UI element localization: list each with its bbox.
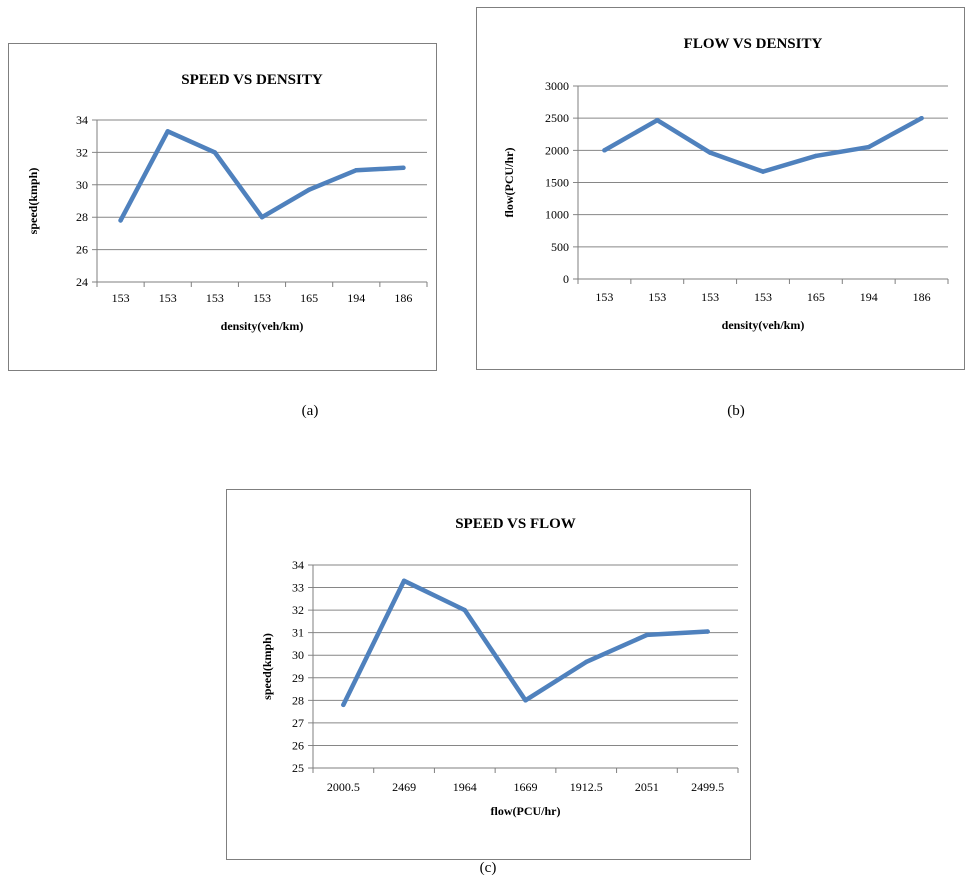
- x-tick-label: 194: [860, 290, 878, 304]
- data-point: [584, 659, 589, 665]
- y-tick-label: 1000: [545, 208, 569, 222]
- data-point: [306, 187, 312, 192]
- x-tick-label: 2499.5: [691, 780, 724, 794]
- data-point: [462, 607, 467, 613]
- y-axis-label: speed(kmph): [26, 168, 40, 235]
- x-tick-label: 153: [754, 290, 772, 304]
- data-point: [523, 698, 528, 703]
- data-point: [118, 218, 123, 223]
- x-tick-label: 153: [595, 290, 613, 304]
- x-tick-label: 153: [206, 291, 224, 305]
- x-axis-label: density(veh/km): [221, 319, 304, 333]
- x-tick-label: 1912.5: [570, 780, 603, 794]
- x-tick-label: 186: [913, 290, 931, 304]
- data-point: [655, 117, 660, 123]
- x-axis-label: density(veh/km): [722, 318, 805, 332]
- x-tick-label: 186: [394, 291, 412, 305]
- x-tick-label: 153: [701, 290, 719, 304]
- y-tick-label: 2000: [545, 143, 569, 157]
- caption-a: (a): [301, 403, 319, 419]
- data-point: [919, 115, 924, 121]
- y-tick-label: 28: [292, 693, 304, 707]
- x-tick-label: 2469: [392, 780, 416, 794]
- data-point: [401, 578, 407, 583]
- series-line: [118, 129, 406, 223]
- caption-c: (c): [479, 860, 497, 876]
- y-tick-label: 24: [76, 275, 88, 289]
- y-tick-label: 26: [292, 738, 304, 752]
- y-tick-label: 500: [551, 240, 569, 254]
- chart-speed-vs-density: SPEED VS DENSITY 24 26 28 30 32 34 153 153 153 153…: [8, 43, 437, 371]
- x-tick-label: 153: [253, 291, 271, 305]
- data-point: [707, 150, 713, 155]
- y-tick-label: 25: [292, 761, 304, 775]
- chart-speed-vs-flow-svg: SPEED VS FLOW 25 26 27 28 29 30 31 32 33 34 2000.5 2…: [260, 516, 739, 818]
- chart-title: SPEED VS DENSITY: [181, 72, 323, 88]
- chart-speed-vs-flow: SPEED VS FLOW 25 26 27 28 29 30 31 32 33 34 2000.5 2…: [226, 489, 751, 860]
- chart-title: SPEED VS FLOW: [455, 516, 576, 532]
- y-tick-label: 27: [292, 716, 304, 730]
- series-line: [341, 578, 710, 708]
- y-tick-label: 33: [292, 581, 304, 595]
- data-point: [354, 168, 359, 173]
- x-tick-label: 153: [112, 291, 130, 305]
- x-axis-label: flow(PCU/hr): [491, 804, 561, 818]
- y-tick-label: 32: [76, 145, 88, 159]
- x-tick-label: 1669: [514, 780, 538, 794]
- data-point: [401, 165, 406, 170]
- x-tick-label: 153: [648, 290, 666, 304]
- chart-speed-vs-density-svg: SPEED VS DENSITY 24 26 28 30 32 34 153 153 153 153…: [26, 72, 428, 333]
- x-tick-label: 2000.5: [327, 780, 360, 794]
- y-tick-label: 26: [76, 243, 88, 257]
- data-point: [602, 148, 607, 153]
- y-tick-label: 32: [292, 603, 304, 617]
- caption-b: (b): [727, 403, 745, 419]
- y-tick-label: 31: [292, 626, 304, 640]
- x-tick-label: 194: [347, 291, 365, 305]
- chart-flow-vs-density: FLOW VS DENSITY 0 500 1000 1500 2000 2500 3000 1…: [476, 7, 965, 370]
- y-tick-label: 1500: [545, 176, 569, 190]
- x-tick-label: 165: [300, 291, 318, 305]
- y-tick-label: 30: [76, 178, 88, 192]
- y-tick-label: 30: [292, 648, 304, 662]
- y-axis-label: flow(PCU/hr): [502, 148, 516, 218]
- y-tick-label: 0: [563, 272, 569, 286]
- data-point: [165, 129, 170, 134]
- data-point: [705, 629, 710, 634]
- y-tick-label: 3000: [545, 79, 569, 93]
- x-tick-label: 153: [159, 291, 177, 305]
- y-tick-label: 2500: [545, 111, 569, 125]
- data-point: [866, 144, 871, 150]
- y-tick-label: 34: [292, 558, 304, 572]
- series-line: [602, 115, 924, 174]
- x-tick-label: 165: [807, 290, 825, 304]
- data-point: [259, 215, 265, 220]
- y-axis-label: speed(kmph): [260, 633, 274, 700]
- y-tick-label: 29: [292, 671, 304, 685]
- x-tick-label: 2051: [635, 780, 659, 794]
- chart-flow-vs-density-svg: FLOW VS DENSITY 0 500 1000 1500 2000 2500 3000 1…: [502, 36, 949, 332]
- data-point: [644, 632, 650, 638]
- data-point: [760, 169, 766, 174]
- chart-title: FLOW VS DENSITY: [684, 36, 823, 52]
- x-tick-label: 1964: [453, 780, 477, 794]
- data-point: [813, 153, 819, 159]
- data-point: [212, 150, 218, 155]
- y-tick-label: 28: [76, 210, 88, 224]
- y-tick-label: 34: [76, 113, 88, 127]
- data-point: [341, 702, 346, 708]
